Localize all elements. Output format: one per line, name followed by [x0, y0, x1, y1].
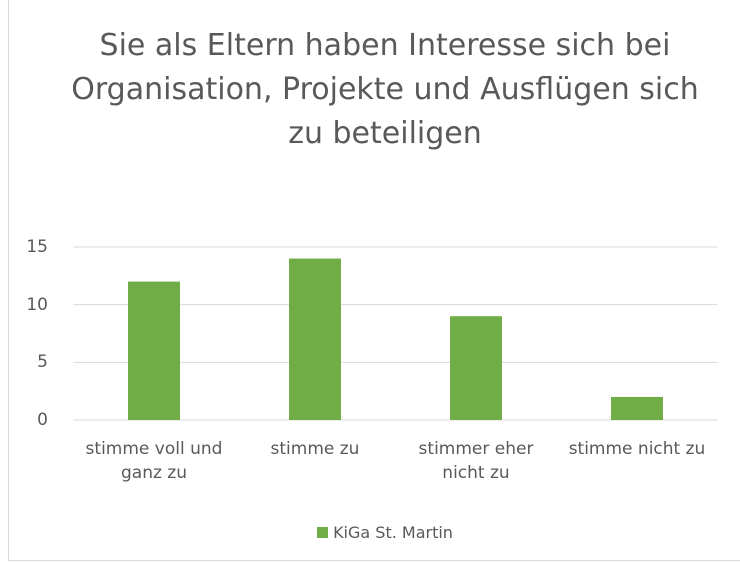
legend-label: KiGa St. Martin: [333, 523, 453, 542]
y-tick-label: 10: [26, 294, 48, 315]
legend-item: KiGa St. Martin: [317, 523, 453, 542]
x-tick-label: stimmer eher nicht zu: [418, 439, 534, 483]
x-tick-label: stimme voll und ganz zu: [85, 439, 223, 483]
bar: [289, 258, 341, 420]
bar: [128, 281, 180, 420]
legend-swatch: [317, 527, 329, 538]
x-tick-label: stimme nicht zu: [568, 439, 706, 459]
y-tick-label: 15: [26, 237, 48, 257]
y-tick-label: 0: [37, 410, 48, 430]
bar: [450, 316, 502, 420]
y-tick-label: 5: [37, 352, 48, 373]
x-tick-label: stimme zu: [270, 439, 360, 459]
chart-frame: [8, 0, 740, 561]
bar: [611, 396, 663, 420]
chart-title: Sie als Eltern haben Interesse sich bei …: [71, 28, 699, 151]
legend: KiGa St. Martin: [0, 522, 740, 544]
